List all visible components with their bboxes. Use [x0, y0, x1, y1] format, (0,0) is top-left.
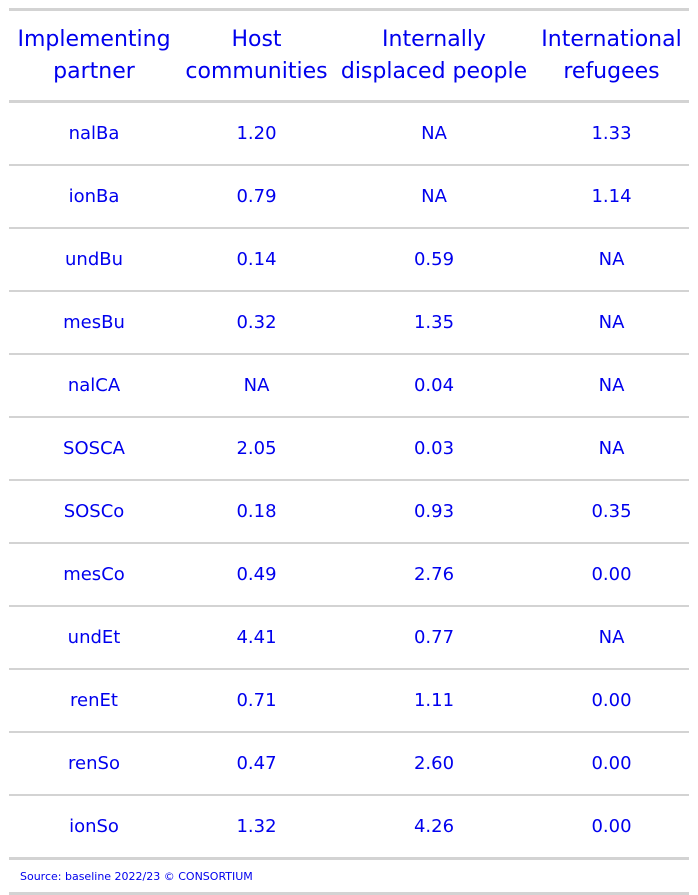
partner-cell: mesCo [63, 564, 125, 585]
refugees-cell: NA [598, 375, 625, 396]
partner-cell: ionSo [69, 816, 119, 837]
host-communities-cell: 0.71 [236, 690, 277, 711]
source-note: Source: baseline 2022/23 © CONSORTIUM [20, 869, 253, 883]
host-communities-cell: 0.32 [236, 312, 277, 333]
idp-cell: 1.11 [413, 690, 455, 711]
table-row: mesBu 0.32 1.35 NA [9, 292, 689, 355]
idp-cell: 4.26 [413, 816, 455, 837]
table-row: nalBa 1.20 NA 1.33 [9, 103, 689, 166]
partner-cell: SOSCo [63, 501, 125, 522]
header-international-refugees: International refugees [541, 26, 682, 84]
idp-cell: 2.60 [413, 753, 455, 774]
idp-cell: 0.93 [413, 501, 455, 522]
partner-cell: SOSCA [63, 438, 125, 459]
partner-cell: mesBu [63, 312, 125, 333]
refugees-cell: 0.00 [591, 564, 632, 585]
idp-cell: 2.76 [413, 564, 455, 585]
refugees-cell: NA [598, 312, 625, 333]
table-bottom-rule [9, 857, 689, 860]
table-header-row: Implementing partner Host communities In… [9, 11, 689, 100]
table-row: ionBa 0.79 NA 1.14 [9, 166, 689, 229]
table-row: SOSCo 0.18 0.93 0.35 [9, 481, 689, 544]
refugees-cell: 0.00 [591, 690, 632, 711]
table-row: mesCo 0.49 2.76 0.00 [9, 544, 689, 607]
refugees-cell: 0.00 [591, 816, 632, 837]
data-table: Implementing partner Host communities In… [9, 8, 689, 895]
partner-cell: undBu [65, 249, 123, 270]
idp-cell: 0.77 [413, 627, 455, 648]
host-communities-cell: 0.79 [236, 186, 277, 207]
refugees-cell: NA [598, 627, 625, 648]
refugees-cell: 1.33 [591, 123, 632, 144]
refugees-cell: 0.00 [591, 753, 632, 774]
refugees-cell: NA [598, 438, 625, 459]
refugees-cell: NA [598, 249, 625, 270]
partner-cell: undEt [67, 627, 121, 648]
header-host-communities: Host communities [185, 26, 328, 84]
header-internally-displaced-people: Internally displaced people [340, 26, 528, 84]
table-header-rule [9, 100, 689, 103]
partner-cell: renSo [68, 753, 120, 774]
table-row: ionSo 1.32 4.26 0.00 [9, 796, 689, 857]
partner-cell: nalBa [68, 123, 120, 144]
partner-cell: ionBa [68, 186, 120, 207]
partner-cell: nalCA [67, 375, 121, 396]
host-communities-cell: 1.32 [236, 816, 277, 837]
host-communities-cell: 2.05 [236, 438, 277, 459]
host-communities-cell: 0.47 [236, 753, 277, 774]
idp-cell: 1.35 [413, 312, 455, 333]
table-row: undBu 0.14 0.59 NA [9, 229, 689, 292]
refugees-cell: 1.14 [591, 186, 632, 207]
host-communities-cell: 1.20 [236, 123, 277, 144]
table-row: renEt 0.71 1.11 0.00 [9, 670, 689, 733]
idp-cell: NA [421, 186, 447, 207]
host-communities-cell: 0.18 [236, 501, 277, 522]
idp-cell: 0.04 [413, 375, 455, 396]
table-top-rule [9, 8, 689, 11]
host-communities-cell: 0.49 [236, 564, 277, 585]
table-row: SOSCA 2.05 0.03 NA [9, 418, 689, 481]
idp-cell: 0.59 [413, 249, 455, 270]
table-row: renSo 0.47 2.60 0.00 [9, 733, 689, 796]
header-implementing-partner: Implementing partner [17, 26, 171, 84]
idp-cell: 0.03 [413, 438, 455, 459]
table-row: nalCA NA 0.04 NA [9, 355, 689, 418]
refugees-cell: 0.35 [591, 501, 632, 522]
host-communities-cell: 0.14 [236, 249, 277, 270]
table-body: nalBa 1.20 NA 1.33 ionBa 0.79 NA 1.14 undBu 0.14 0… [9, 103, 689, 857]
host-communities-cell: NA [243, 375, 270, 396]
partner-cell: renEt [70, 690, 118, 711]
table-row: undEt 4.41 0.77 NA [9, 607, 689, 670]
idp-cell: NA [421, 123, 447, 144]
host-communities-cell: 4.41 [236, 627, 277, 648]
